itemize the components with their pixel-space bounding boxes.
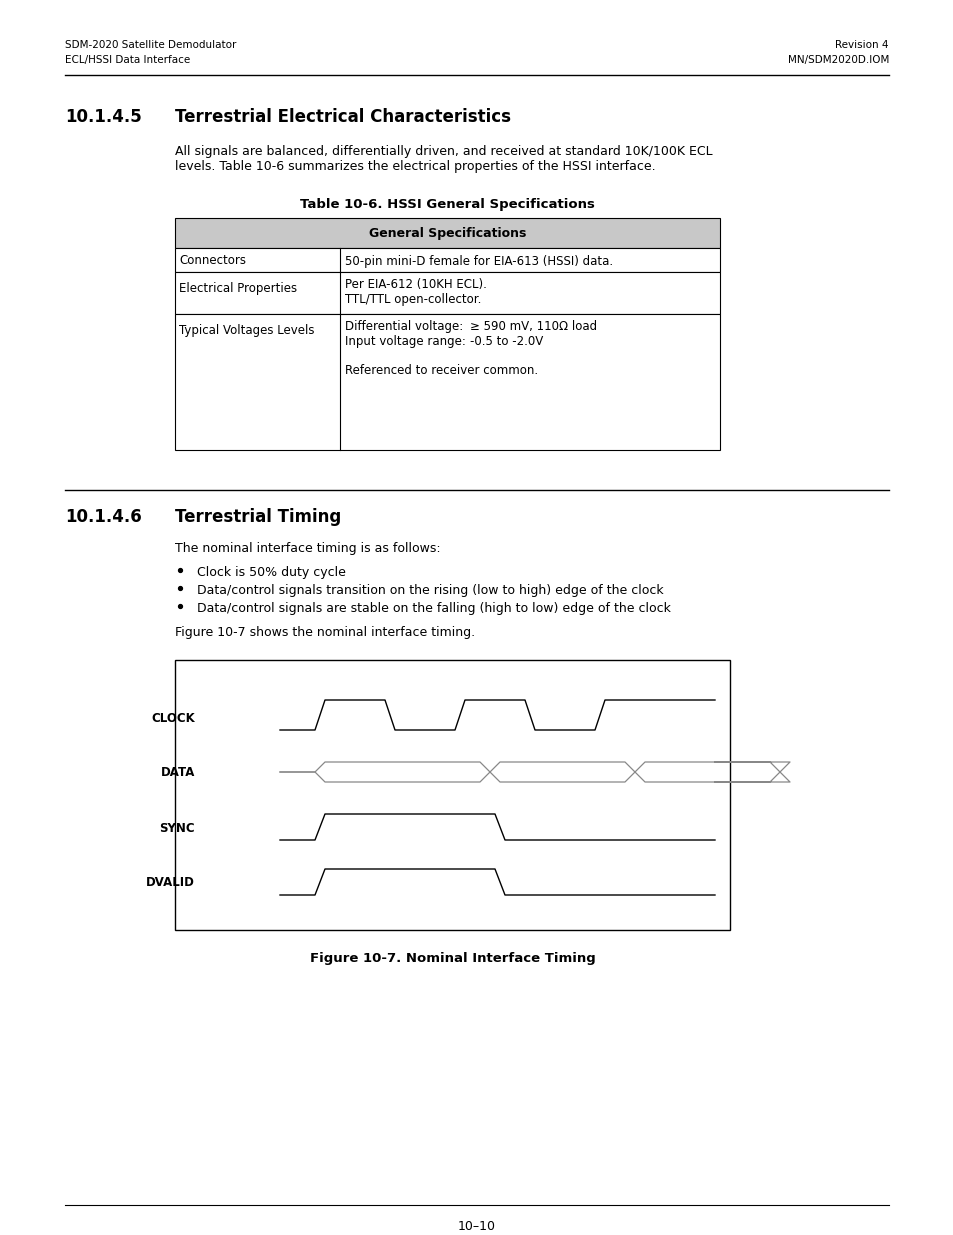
- Text: Revision 4: Revision 4: [835, 40, 888, 49]
- Text: ECL/HSSI Data Interface: ECL/HSSI Data Interface: [65, 56, 190, 65]
- Text: SYNC: SYNC: [159, 821, 194, 835]
- Bar: [174, 272, 720, 314]
- Text: -0.5 to -2.0V: -0.5 to -2.0V: [470, 335, 542, 348]
- Text: General Specifications: General Specifications: [369, 227, 526, 241]
- Bar: [174, 659, 729, 930]
- Text: Connectors: Connectors: [179, 254, 246, 268]
- Text: ≥ 590 mV, 110Ω load: ≥ 590 mV, 110Ω load: [470, 320, 597, 333]
- Text: 10.1.4.6: 10.1.4.6: [65, 508, 142, 526]
- Text: Differential voltage:: Differential voltage:: [345, 320, 463, 333]
- Text: Figure 10-7. Nominal Interface Timing: Figure 10-7. Nominal Interface Timing: [310, 952, 595, 965]
- Text: CLOCK: CLOCK: [152, 711, 194, 725]
- Text: DATA: DATA: [160, 767, 194, 779]
- Text: Clock is 50% duty cycle: Clock is 50% duty cycle: [196, 566, 346, 579]
- Text: Terrestrial Timing: Terrestrial Timing: [174, 508, 341, 526]
- Text: The nominal interface timing is as follows:: The nominal interface timing is as follo…: [174, 542, 440, 555]
- Text: Typical Voltages Levels: Typical Voltages Levels: [179, 324, 314, 337]
- Text: Per EIA-612 (10KH ECL).: Per EIA-612 (10KH ECL).: [345, 278, 486, 291]
- Text: levels. Table 10-6 summarizes the electrical properties of the HSSI interface.: levels. Table 10-6 summarizes the electr…: [174, 161, 655, 173]
- Text: Figure 10-7 shows the nominal interface timing.: Figure 10-7 shows the nominal interface …: [174, 626, 475, 638]
- Text: 50-pin mini-D female for EIA-613 (HSSI) data.: 50-pin mini-D female for EIA-613 (HSSI) …: [345, 254, 613, 268]
- Text: MN/SDM2020D.IOM: MN/SDM2020D.IOM: [787, 56, 888, 65]
- Text: Input voltage range:: Input voltage range:: [345, 335, 465, 348]
- Bar: [174, 248, 720, 272]
- Text: SDM-2020 Satellite Demodulator: SDM-2020 Satellite Demodulator: [65, 40, 236, 49]
- Text: Data/control signals are stable on the falling (high to low) edge of the clock: Data/control signals are stable on the f…: [196, 601, 670, 615]
- Text: 10–10: 10–10: [457, 1220, 496, 1233]
- Text: Referenced to receiver common.: Referenced to receiver common.: [345, 364, 537, 377]
- Text: 10.1.4.5: 10.1.4.5: [65, 107, 142, 126]
- Text: Data/control signals transition on the rising (low to high) edge of the clock: Data/control signals transition on the r…: [196, 584, 663, 597]
- Text: Electrical Properties: Electrical Properties: [179, 282, 296, 295]
- Text: Terrestrial Electrical Characteristics: Terrestrial Electrical Characteristics: [174, 107, 511, 126]
- Bar: [174, 219, 720, 248]
- Text: TTL/TTL open-collector.: TTL/TTL open-collector.: [345, 293, 481, 306]
- Bar: [174, 314, 720, 450]
- Text: All signals are balanced, differentially driven, and received at standard 10K/10: All signals are balanced, differentially…: [174, 144, 712, 158]
- Text: Table 10-6. HSSI General Specifications: Table 10-6. HSSI General Specifications: [300, 198, 595, 211]
- Text: DVALID: DVALID: [146, 877, 194, 889]
